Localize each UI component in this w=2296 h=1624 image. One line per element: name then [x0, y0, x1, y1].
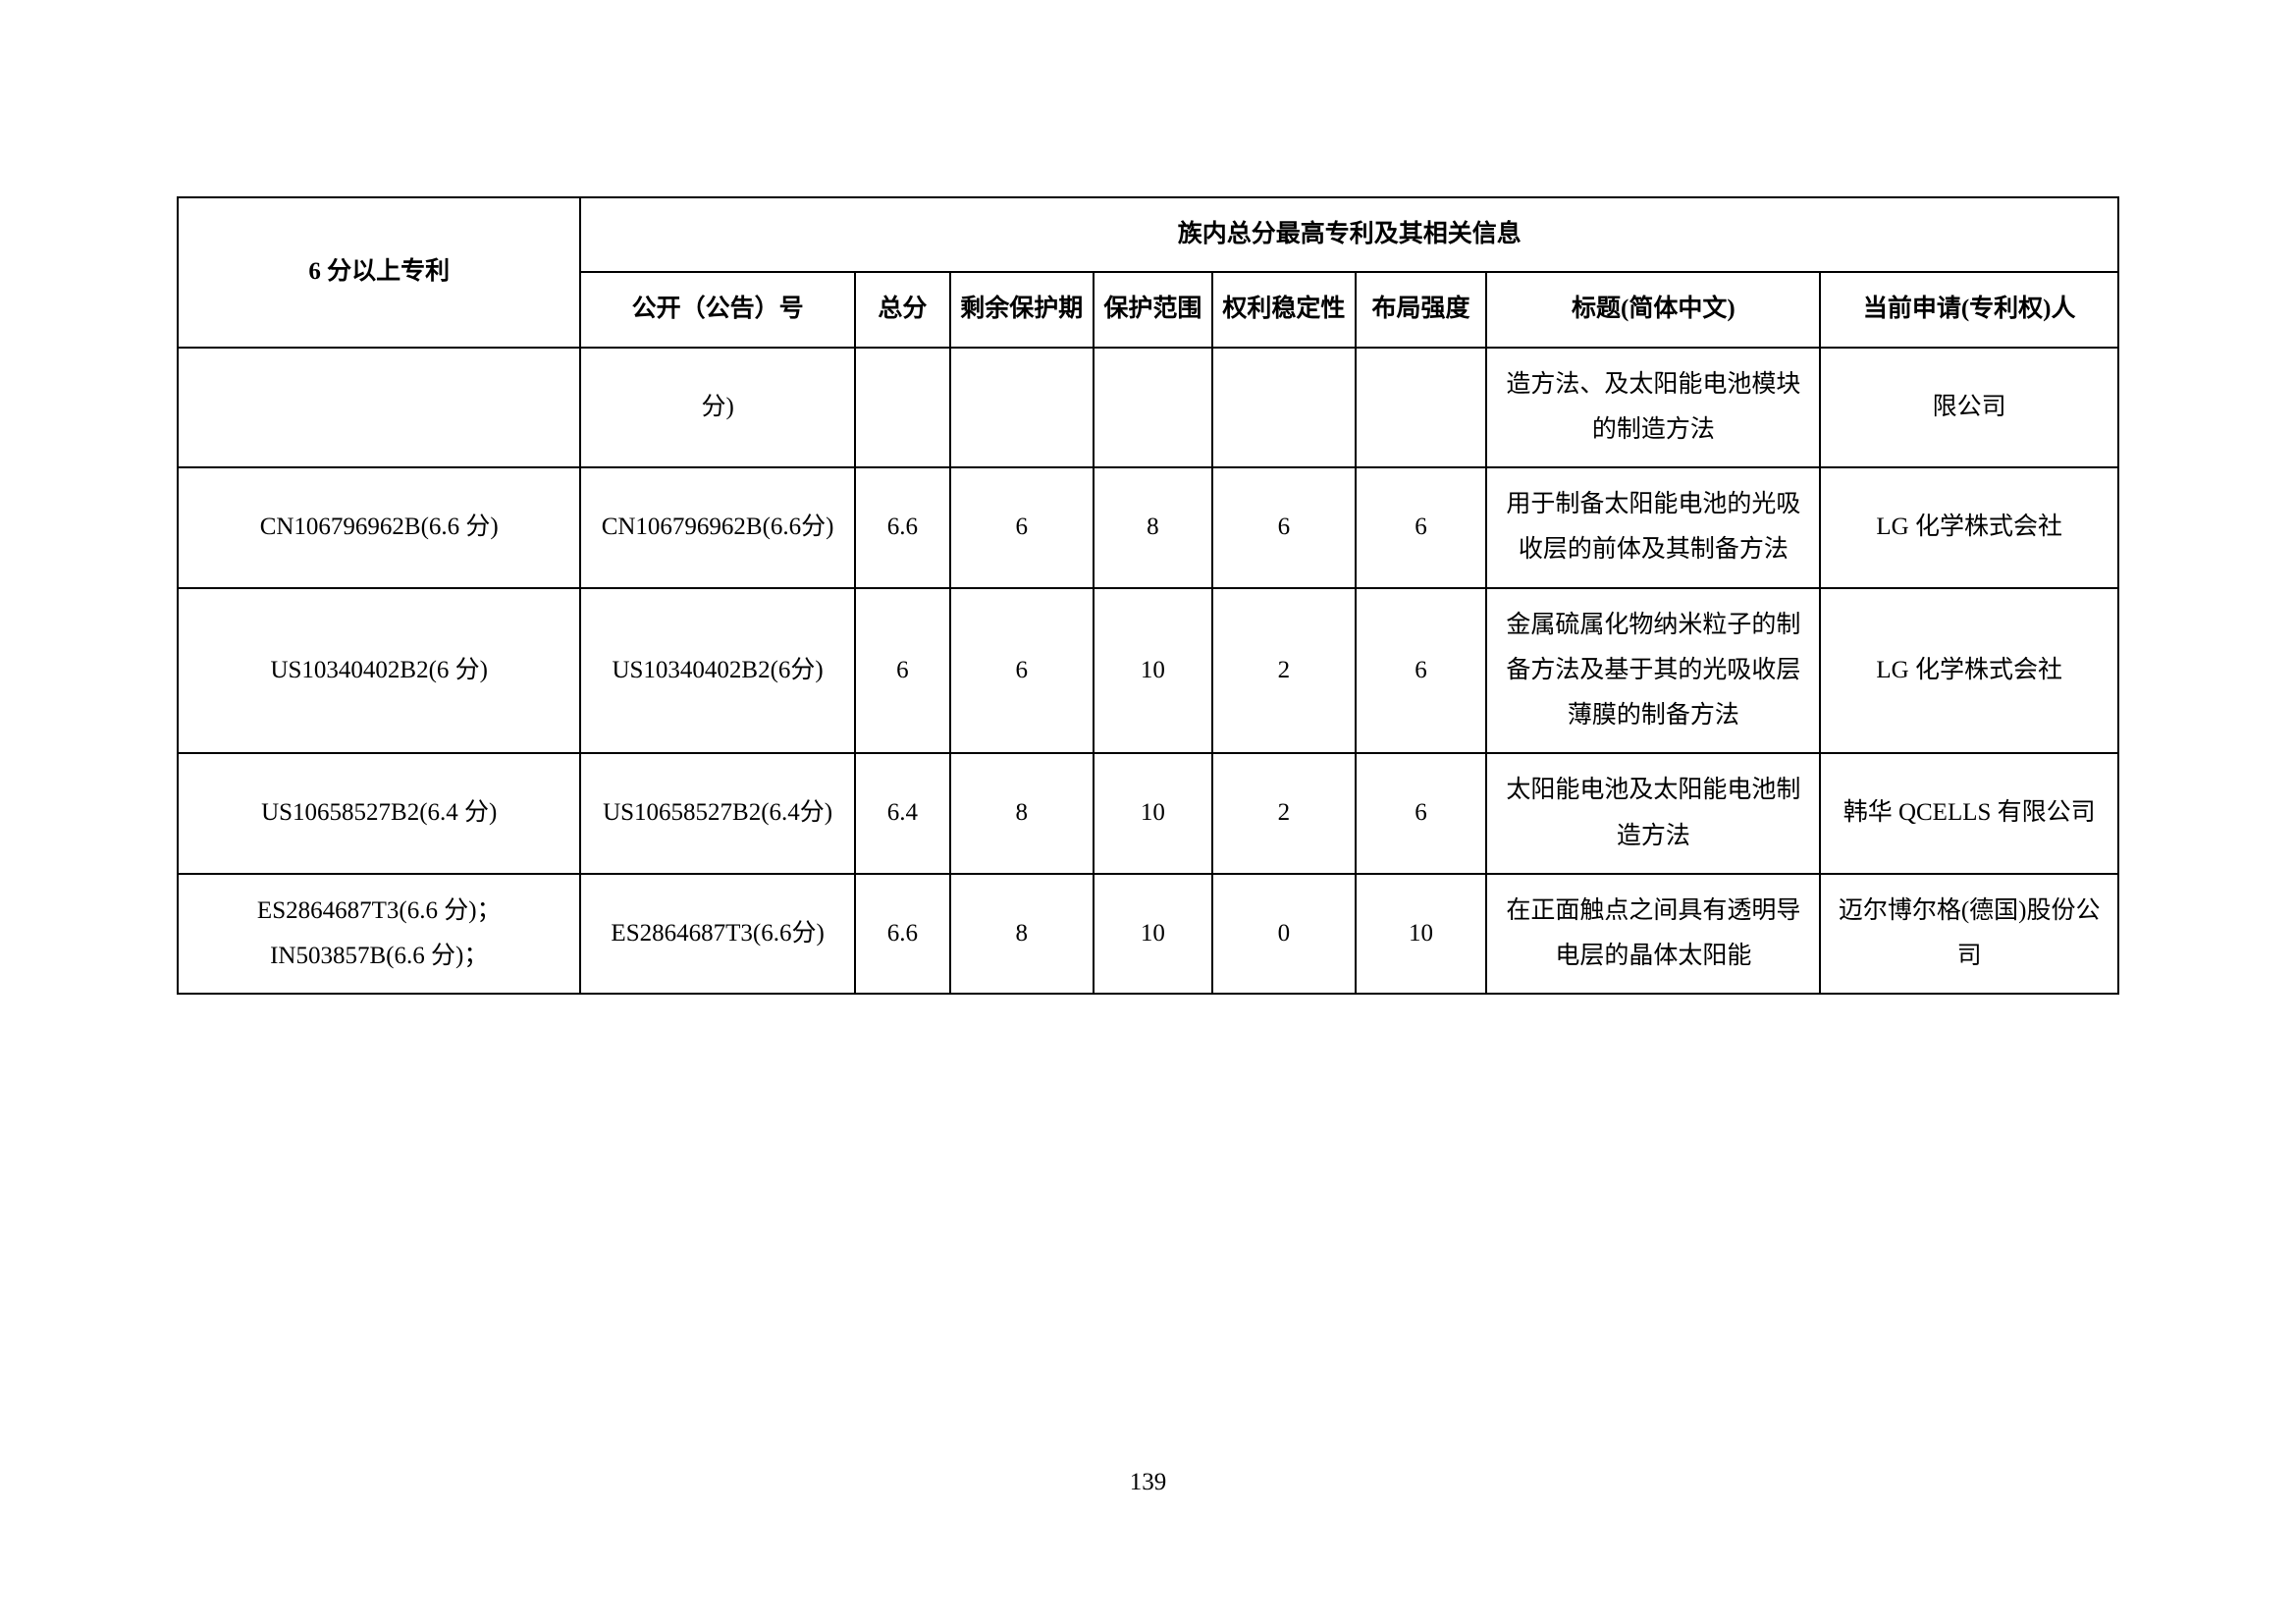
cell-pub-no: US10658527B2(6.4分) [580, 753, 854, 874]
cell-layout-strength [1356, 348, 1487, 468]
cell-applicant: 限公司 [1820, 348, 2118, 468]
cell-total-score [855, 348, 950, 468]
table-row: US10340402B2(6 分) US10340402B2(6分) 6 6 1… [178, 588, 2118, 754]
cell-right-stability: 2 [1212, 753, 1356, 874]
cell-patent-6plus: CN106796962B(6.6 分) [178, 467, 580, 588]
cell-patent-6plus: ES2864687T3(6.6 分)；IN503857B(6.6 分)； [178, 874, 580, 995]
header-applicant: 当前申请(专利权)人 [1820, 272, 2118, 347]
cell-applicant: 迈尔博尔格(德国)股份公司 [1820, 874, 2118, 995]
cell-patent-6plus [178, 348, 580, 468]
cell-pub-no: US10340402B2(6分) [580, 588, 854, 754]
cell-layout-strength: 6 [1356, 467, 1487, 588]
cell-applicant: LG 化学株式会社 [1820, 467, 2118, 588]
header-remaining-term: 剩余保护期 [950, 272, 1094, 347]
cell-patent-6plus: US10658527B2(6.4 分) [178, 753, 580, 874]
patent-table: 6 分以上专利 族内总分最高专利及其相关信息 公开（公告）号 总分 剩余保护期 … [177, 196, 2119, 995]
cell-protection-scope: 10 [1094, 753, 1212, 874]
cell-remaining-term: 8 [950, 874, 1094, 995]
cell-right-stability [1212, 348, 1356, 468]
header-protection-scope: 保护范围 [1094, 272, 1212, 347]
header-layout-strength: 布局强度 [1356, 272, 1487, 347]
table-row: CN106796962B(6.6 分) CN106796962B(6.6分) 6… [178, 467, 2118, 588]
cell-right-stability: 6 [1212, 467, 1356, 588]
table-row: 分) 造方法、及太阳能电池模块的制造方法 限公司 [178, 348, 2118, 468]
cell-layout-strength: 6 [1356, 588, 1487, 754]
cell-protection-scope [1094, 348, 1212, 468]
cell-remaining-term: 6 [950, 467, 1094, 588]
cell-layout-strength: 6 [1356, 753, 1487, 874]
cell-remaining-term: 6 [950, 588, 1094, 754]
cell-right-stability: 0 [1212, 874, 1356, 995]
cell-remaining-term [950, 348, 1094, 468]
cell-applicant: LG 化学株式会社 [1820, 588, 2118, 754]
cell-title-cn: 在正面触点之间具有透明导电层的晶体太阳能 [1486, 874, 1820, 995]
cell-applicant: 韩华 QCELLS 有限公司 [1820, 753, 2118, 874]
cell-pub-no: ES2864687T3(6.6分) [580, 874, 854, 995]
table-row: ES2864687T3(6.6 分)；IN503857B(6.6 分)； ES2… [178, 874, 2118, 995]
header-main-left: 6 分以上专利 [178, 197, 580, 348]
cell-title-cn: 造方法、及太阳能电池模块的制造方法 [1486, 348, 1820, 468]
cell-total-score: 6 [855, 588, 950, 754]
header-right-stability: 权利稳定性 [1212, 272, 1356, 347]
cell-total-score: 6.4 [855, 753, 950, 874]
page-number: 139 [0, 1469, 2296, 1496]
cell-right-stability: 2 [1212, 588, 1356, 754]
cell-protection-scope: 10 [1094, 874, 1212, 995]
cell-title-cn: 用于制备太阳能电池的光吸收层的前体及其制备方法 [1486, 467, 1820, 588]
cell-total-score: 6.6 [855, 467, 950, 588]
cell-layout-strength: 10 [1356, 874, 1487, 995]
page-container: 6 分以上专利 族内总分最高专利及其相关信息 公开（公告）号 总分 剩余保护期 … [0, 0, 2296, 1624]
cell-remaining-term: 8 [950, 753, 1094, 874]
cell-title-cn: 金属硫属化物纳米粒子的制备方法及基于其的光吸收层薄膜的制备方法 [1486, 588, 1820, 754]
header-title-cn: 标题(简体中文) [1486, 272, 1820, 347]
cell-protection-scope: 10 [1094, 588, 1212, 754]
cell-patent-6plus: US10340402B2(6 分) [178, 588, 580, 754]
table-row: US10658527B2(6.4 分) US10658527B2(6.4分) 6… [178, 753, 2118, 874]
header-pub-no: 公开（公告）号 [580, 272, 854, 347]
header-group-title: 族内总分最高专利及其相关信息 [580, 197, 2118, 272]
header-total-score: 总分 [855, 272, 950, 347]
cell-protection-scope: 8 [1094, 467, 1212, 588]
cell-title-cn: 太阳能电池及太阳能电池制造方法 [1486, 753, 1820, 874]
cell-total-score: 6.6 [855, 874, 950, 995]
cell-pub-no: 分) [580, 348, 854, 468]
cell-pub-no: CN106796962B(6.6分) [580, 467, 854, 588]
header-row-1: 6 分以上专利 族内总分最高专利及其相关信息 [178, 197, 2118, 272]
